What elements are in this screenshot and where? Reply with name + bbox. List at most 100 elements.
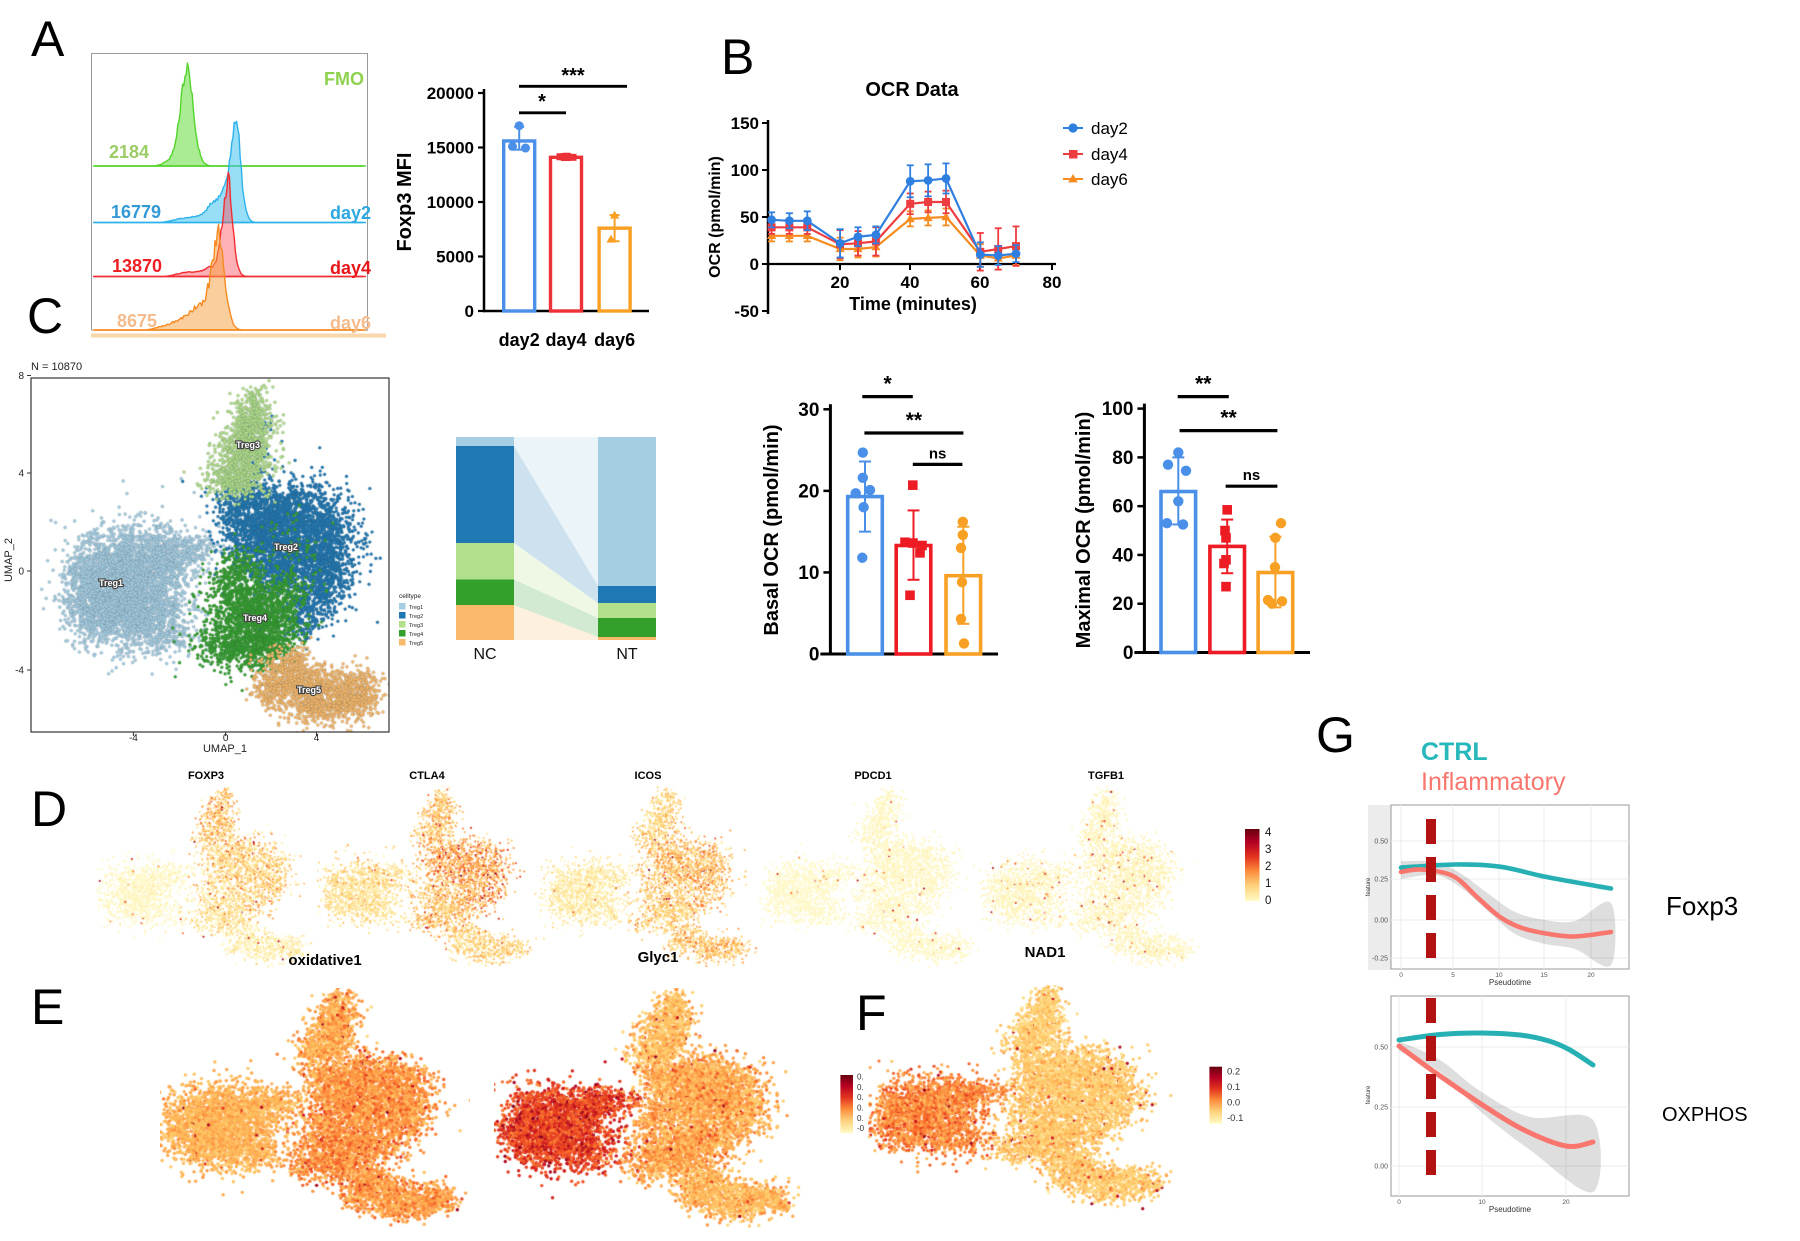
svg-text:0: 0 [465,302,474,321]
svg-text:0.50: 0.50 [1374,839,1388,846]
svg-text:8: 8 [18,371,24,382]
svg-text:Treg2: Treg2 [409,614,423,620]
svg-text:5000: 5000 [436,248,474,267]
svg-text:-4: -4 [15,666,24,677]
svg-text:-50: -50 [734,302,759,321]
svg-text:0.00: 0.00 [1374,918,1388,925]
svg-text:2184: 2184 [109,142,149,162]
svg-text:day4: day4 [545,330,586,350]
svg-text:10: 10 [1495,972,1503,979]
svg-text:20: 20 [1562,1199,1570,1206]
svg-text:FMO: FMO [324,69,364,89]
svg-text:4: 4 [18,469,24,480]
svg-text:OCR (pmol/min): OCR (pmol/min) [707,156,724,278]
svg-text:20: 20 [798,481,819,502]
svg-text:UMAP_1: UMAP_1 [203,743,247,755]
svg-text:-0.25: -0.25 [1372,956,1388,963]
svg-text:0: 0 [809,645,820,666]
svg-text:13870: 13870 [112,256,162,276]
svg-text:100: 100 [1102,399,1134,420]
svg-text:Treg3: Treg3 [409,623,423,629]
svg-text:celltype: celltype [399,593,421,600]
svg-text:0.25: 0.25 [1374,877,1388,884]
svg-text:4: 4 [314,733,320,744]
svg-text:10: 10 [1478,1199,1486,1206]
svg-text:Basal OCR (pmol/min): Basal OCR (pmol/min) [761,424,783,635]
svg-text:0.: 0. [857,1093,864,1102]
svg-text:15000: 15000 [427,139,474,158]
svg-text:UMAP_2: UMAP_2 [3,538,15,582]
svg-text:OCR Data: OCR Data [865,79,959,101]
svg-text:10: 10 [798,563,819,584]
svg-text:Pseudotime: Pseudotime [1489,978,1532,987]
svg-text:**: ** [1195,373,1212,396]
svg-text:3: 3 [1265,844,1271,856]
svg-text:60: 60 [971,273,990,292]
svg-text:10000: 10000 [427,193,474,212]
svg-text:Foxp3 MFI: Foxp3 MFI [394,153,416,252]
svg-text:0.25: 0.25 [1374,1105,1388,1112]
svg-text:feature: feature [1366,877,1372,896]
svg-text:50: 50 [740,208,759,227]
svg-text:Treg4: Treg4 [409,632,423,638]
svg-text:Treg2: Treg2 [274,542,298,552]
svg-text:-0: -0 [857,1124,865,1133]
svg-text:ns: ns [1243,467,1261,484]
svg-text:0.: 0. [857,1114,864,1123]
svg-text:0.: 0. [857,1073,864,1082]
svg-text:0.50: 0.50 [1374,1045,1388,1052]
svg-text:Treg3: Treg3 [236,440,260,450]
svg-text:day2: day2 [1091,119,1128,138]
svg-text:day2: day2 [499,330,540,350]
svg-text:***: *** [561,65,585,87]
svg-text:day2: day2 [330,203,371,223]
svg-text:1: 1 [1265,878,1271,890]
svg-text:Treg1: Treg1 [99,578,123,588]
svg-text:day6: day6 [1091,170,1128,189]
svg-text:80: 80 [1112,448,1133,469]
svg-text:-4: -4 [129,733,138,744]
svg-text:40: 40 [1112,545,1133,566]
svg-text:8675: 8675 [117,311,157,331]
svg-text:0.: 0. [857,1104,864,1113]
svg-text:Treg5: Treg5 [297,685,321,695]
svg-text:**: ** [906,409,923,432]
svg-text:100: 100 [731,161,759,180]
svg-text:2: 2 [1265,861,1271,873]
svg-text:0: 0 [1123,643,1134,664]
svg-text:15: 15 [1540,972,1548,979]
svg-text:day6: day6 [594,330,635,350]
svg-text:20: 20 [831,273,850,292]
svg-text:150: 150 [731,114,759,133]
svg-text:16779: 16779 [111,202,161,222]
svg-text:day4: day4 [1091,145,1128,164]
svg-text:**: ** [1220,407,1237,430]
svg-text:4: 4 [1265,827,1272,839]
svg-text:0.0: 0.0 [1227,1098,1240,1109]
svg-text:20: 20 [1112,594,1133,615]
svg-text:day6: day6 [330,313,371,333]
svg-text:20: 20 [1587,972,1595,979]
svg-text:0.00: 0.00 [1374,1164,1388,1171]
svg-text:0.: 0. [857,1083,864,1092]
svg-text:0: 0 [750,255,759,274]
svg-text:0: 0 [1399,972,1403,979]
svg-text:80: 80 [1043,273,1062,292]
svg-text:Maximal OCR (pmol/min): Maximal OCR (pmol/min) [1073,412,1095,649]
svg-text:0.1: 0.1 [1227,1082,1240,1093]
svg-text:Time (minutes): Time (minutes) [849,294,977,314]
svg-text:0.2: 0.2 [1227,1067,1240,1078]
svg-text:0: 0 [1397,1199,1401,1206]
svg-text:NC: NC [473,646,496,663]
svg-text:0: 0 [223,733,229,744]
svg-text:0: 0 [18,567,24,578]
svg-text:5: 5 [1451,972,1455,979]
svg-text:*: * [538,91,546,113]
svg-text:*: * [883,373,892,396]
svg-text:NT: NT [616,646,638,663]
svg-text:60: 60 [1112,497,1133,518]
svg-text:Treg1: Treg1 [409,605,423,611]
svg-text:Pseudotime: Pseudotime [1489,1205,1532,1214]
svg-text:30: 30 [798,400,819,421]
svg-text:0: 0 [1265,895,1271,907]
